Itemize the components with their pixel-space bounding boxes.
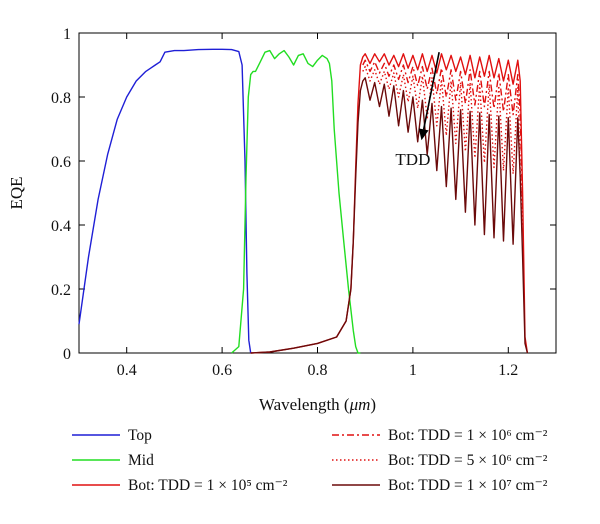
series-line	[78, 48, 252, 354]
x-tick-label: 0.8	[308, 362, 328, 379]
legend-label: Bot: TDD = 5 × 10⁶ cm⁻²	[388, 452, 548, 469]
x-tick-label: 0.4	[117, 362, 137, 379]
series-line	[362, 65, 524, 226]
plot-frame	[78, 32, 557, 354]
legend-label: Bot: TDD = 1 × 10⁵ cm⁻²	[128, 477, 288, 494]
tdd-arrow	[422, 52, 440, 130]
x-tick-label: 1.2	[498, 362, 518, 379]
x-tick-label: 1	[409, 362, 417, 379]
axes: 0.4 0.6 0.8 1 1.2 0 0.2 0.4 0.6 0.8 1	[51, 26, 557, 379]
series-line	[362, 59, 524, 210]
tdd-arrow-head	[418, 128, 429, 141]
y-tick-label: 0.8	[51, 90, 71, 107]
y-tick-label: 0.6	[51, 154, 71, 171]
legend-label: Top	[128, 427, 152, 444]
legend-label: Mid	[128, 452, 154, 469]
legend-label: Bot: TDD = 1 × 10⁷ cm⁻²	[388, 477, 548, 494]
series-line	[250, 77, 529, 354]
series-layer	[78, 48, 529, 354]
x-tick-label: 0.6	[212, 362, 232, 379]
y-tick-label: 1	[63, 26, 71, 43]
legend: Top Mid Bot: TDD = 1 × 10⁵ cm⁻² Bot: TDD = …	[72, 427, 548, 494]
series-line	[231, 49, 361, 354]
x-axis-label: Wavelength (μm)	[259, 395, 376, 414]
tdd-annotation-label: TDD	[395, 150, 430, 169]
y-tick-label: 0.2	[51, 282, 71, 299]
y-tick-label: 0.4	[51, 218, 71, 235]
legend-label: Bot: TDD = 1 × 10⁶ cm⁻²	[388, 427, 548, 444]
annotation: TDD	[395, 52, 440, 169]
y-axis-label: EQE	[7, 176, 26, 209]
y-tick-label: 0	[63, 346, 71, 363]
